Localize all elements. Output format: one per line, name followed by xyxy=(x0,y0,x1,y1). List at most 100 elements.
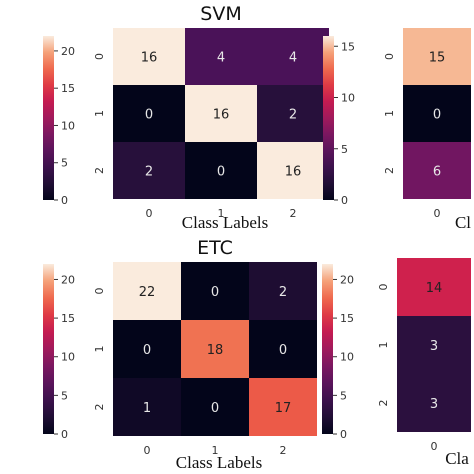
colorbar-tick-label: 5 xyxy=(341,143,348,156)
cell-value-label: 0 xyxy=(143,343,151,358)
heatmap-top-right: 15 0 6 0 1 2 0 Cl xyxy=(383,28,471,232)
y-tick-label: 2 xyxy=(93,404,106,411)
heatmap-cell xyxy=(185,142,257,199)
heatmap-cell xyxy=(185,85,257,142)
colorbar-tick-label: 0 xyxy=(61,428,68,441)
cell-value-label: 16 xyxy=(141,51,158,66)
heatmap-cell xyxy=(403,28,471,85)
cell-value-label: 16 xyxy=(213,108,230,123)
cell-value-label: 6 xyxy=(433,165,441,180)
cell-value-label: 0 xyxy=(211,285,219,300)
y-tick-label: 1 xyxy=(377,342,390,349)
heatmap-bottom-left: 0 5 10 15 20 xyxy=(43,264,75,441)
y-tick-label: 1 xyxy=(93,110,106,117)
heatmap-cell xyxy=(257,28,329,85)
colorbar-tick-label: 10 xyxy=(341,92,355,105)
chart-title: SVM xyxy=(200,3,241,25)
heatmap-cell xyxy=(113,320,181,378)
y-tick-label: 0 xyxy=(93,288,106,295)
cell-value-label: 22 xyxy=(139,285,156,300)
x-axis-label: Cla xyxy=(445,449,469,468)
heatmap-top-left: 705101520 xyxy=(43,36,75,207)
heatmap-cell xyxy=(181,320,249,378)
colorbar-tick-label: 5 xyxy=(61,389,68,402)
cell-value-label: 15 xyxy=(429,51,446,66)
cell-value-label: 2 xyxy=(279,285,287,300)
y-tick-label: 2 xyxy=(377,400,390,407)
cell-value-label: 2 xyxy=(145,165,153,180)
colorbar-tick-label: 5 xyxy=(340,389,347,402)
heatmap-cell xyxy=(397,258,471,316)
cell-value-label: 2 xyxy=(289,108,297,123)
heatmap-cell xyxy=(257,85,329,142)
colorbar-tick-label: 0 xyxy=(340,428,347,441)
heatmap-cell xyxy=(397,374,471,432)
cell-value-label: 16 xyxy=(285,165,302,180)
heatmap-cell xyxy=(185,28,257,85)
colorbar-tick-label: 15 xyxy=(341,40,355,53)
heatmap-cell xyxy=(113,262,181,320)
colorbar xyxy=(43,36,54,200)
heatmap-cell xyxy=(403,85,471,142)
y-tick-label: 2 xyxy=(93,167,106,174)
colorbar xyxy=(43,264,54,434)
heatmap-cell xyxy=(249,378,317,436)
colorbar-tick-label: 10 xyxy=(61,119,75,132)
y-tick-label: 0 xyxy=(377,284,390,291)
cell-value-label: 0 xyxy=(145,108,153,123)
cell-value-label: 18 xyxy=(207,343,224,358)
colorbar xyxy=(323,36,334,200)
heatmap-cell xyxy=(403,142,471,199)
colorbar-tick-label: 15 xyxy=(61,82,75,95)
colorbar-tick-label: 20 xyxy=(61,45,75,58)
cell-value-label: 0 xyxy=(279,343,287,358)
colorbar-tick-label: 5 xyxy=(61,157,68,170)
colorbar-tick-label: 20 xyxy=(61,273,75,286)
y-tick-label: 0 xyxy=(93,53,106,60)
cell-value-label: 1 xyxy=(143,401,151,416)
cell-value-label: 0 xyxy=(211,401,219,416)
x-tick-label: 0 xyxy=(144,444,151,457)
colorbar-tick-label: 0 xyxy=(341,194,348,207)
chart-title: ETC xyxy=(197,237,233,259)
x-axis-label: Cl xyxy=(455,213,471,232)
x-axis-label: Class Labels xyxy=(182,213,268,232)
x-tick-label: 0 xyxy=(431,440,438,453)
heatmap-cell xyxy=(249,320,317,378)
cell-value-label: 14 xyxy=(426,281,443,296)
heatmap-cell xyxy=(113,28,185,85)
heatmap-cell xyxy=(397,316,471,374)
heatmap-cell xyxy=(249,262,317,320)
y-tick-label: 0 xyxy=(383,53,396,60)
cell-value-label: 3 xyxy=(430,339,438,354)
cell-value-label: 0 xyxy=(433,108,441,123)
y-tick-label: 1 xyxy=(383,110,396,117)
colorbar-tick-label: 20 xyxy=(340,273,354,286)
heatmap-bottom-right: 14 3 3 0 1 2 0 Cla xyxy=(377,258,471,468)
x-tick-label: 2 xyxy=(290,207,297,220)
heatmap-cell xyxy=(181,262,249,320)
heatmap-cell xyxy=(113,85,185,142)
cell-value-label: 3 xyxy=(430,397,438,412)
x-tick-label: 2 xyxy=(280,444,287,457)
colorbar-tick-label: 15 xyxy=(61,312,75,325)
cell-value-label: 4 xyxy=(217,51,225,66)
x-axis-label: Class Labels xyxy=(176,453,262,472)
x-tick-label: 1 xyxy=(218,207,225,220)
cell-value-label: 17 xyxy=(275,401,292,416)
heatmap-top-center: 16 4 4 0 16 2 2 0 16 0 1 2 0 1 2 SVM Class Labels 0 5 10 15 xyxy=(93,3,355,232)
colorbar-tick-label: 15 xyxy=(340,312,354,325)
x-tick-label: 1 xyxy=(212,444,219,457)
y-tick-label: 1 xyxy=(93,346,106,353)
heatmap-cell xyxy=(257,142,329,199)
colorbar-tick-label: 0 xyxy=(61,194,68,207)
heatmap-cell xyxy=(113,378,181,436)
cell-value-label: 0 xyxy=(217,165,225,180)
heatmap-cell xyxy=(113,142,185,199)
heatmap-cell xyxy=(181,378,249,436)
x-tick-label: 0 xyxy=(434,207,441,220)
colorbar xyxy=(322,264,333,434)
cell-value-label: 4 xyxy=(289,51,297,66)
